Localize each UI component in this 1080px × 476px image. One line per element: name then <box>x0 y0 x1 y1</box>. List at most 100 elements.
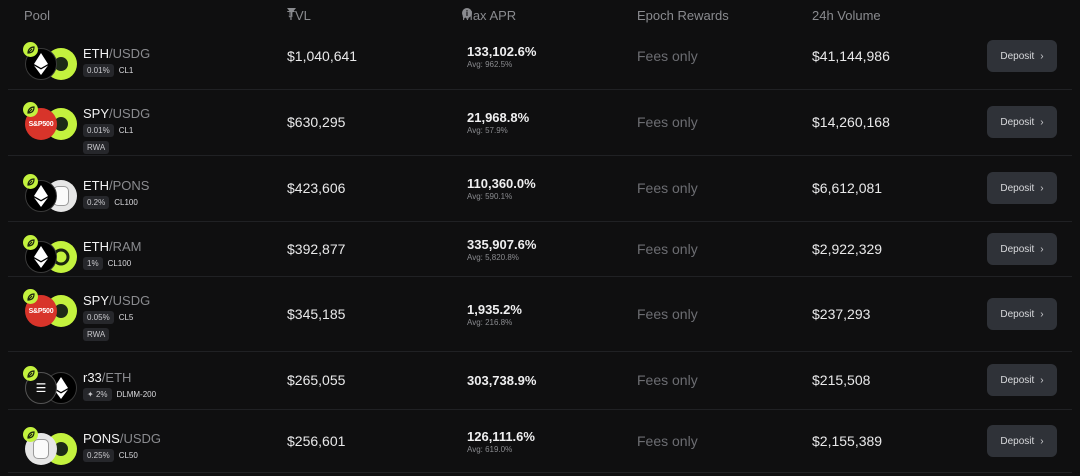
max-apr-value: 21,968.8% <box>467 110 530 125</box>
quote-token-symbol: USDG <box>123 431 162 446</box>
pool-type-badge: CL1 <box>118 66 134 75</box>
pool-type-badge: CL100 <box>114 198 138 207</box>
chevron-right-icon: › <box>1040 116 1044 128</box>
pool-pair-name[interactable]: SPY/USDG <box>83 106 150 121</box>
sparkle-icon: ✦ <box>87 390 94 399</box>
epoch-rewards-value: Fees only <box>637 433 698 449</box>
deposit-button[interactable]: Deposit › <box>987 106 1057 138</box>
volume-24h-value: $237,293 <box>812 306 871 322</box>
info-icon[interactable]: i <box>462 8 472 18</box>
volume-24h-value: $14,260,168 <box>812 114 890 130</box>
tvl-value: $345,185 <box>287 306 346 322</box>
pair-separator: / <box>109 239 113 254</box>
max-apr-value: 1,935.2% <box>467 302 522 317</box>
epoch-rewards-value: Fees only <box>637 48 698 64</box>
pool-row[interactable]: S&P500 SPY/USDG 0.05% CL5 RWA $345,185 1,935.2… <box>8 277 1072 352</box>
deposit-button-label: Deposit <box>1000 374 1035 386</box>
epoch-rewards-value: Fees only <box>637 241 698 257</box>
volume-24h-value: $2,922,329 <box>812 241 883 257</box>
avg-apr-value: Avg: 962.5% <box>467 60 513 69</box>
chevron-right-icon: › <box>1040 50 1044 62</box>
pool-token-icons: ☰ <box>23 366 85 406</box>
volume-24h-value: $215,508 <box>812 372 871 388</box>
fee-tier-badge: 0.2% <box>83 196 110 209</box>
epoch-rewards-value: Fees only <box>637 306 698 322</box>
pool-row[interactable]: ☰ r33/ETH ✦ 2% DLMM-200 $265,055 303,738.9% Fe… <box>8 352 1072 410</box>
volume-24h-value: $6,612,081 <box>812 180 883 196</box>
chevron-right-icon: › <box>1040 182 1044 194</box>
quote-token-symbol: USDG <box>112 46 151 61</box>
deposit-button-label: Deposit <box>1000 116 1035 128</box>
pons-token-icon <box>25 433 57 465</box>
pool-pair-name[interactable]: r33/ETH <box>83 370 131 385</box>
tvl-value: $423,606 <box>287 180 346 196</box>
leaf-icon <box>23 289 38 304</box>
max-apr-value: 110,360.0% <box>467 176 536 191</box>
pool-pair-name[interactable]: ETH/PONS <box>83 178 149 193</box>
pons-token-icon <box>45 180 77 212</box>
fee-tier-badge: 1% <box>83 257 103 270</box>
pool-row[interactable]: ETH/RAM 1% CL100 $392,877 335,907.6% Avg: 5,8… <box>8 222 1072 277</box>
rwa-badge: RWA <box>83 328 110 341</box>
fee-tier-badge: 0.01% <box>83 124 114 137</box>
leaf-icon <box>23 366 38 381</box>
deposit-button[interactable]: Deposit › <box>987 425 1057 457</box>
deposit-button[interactable]: Deposit › <box>987 298 1057 330</box>
quote-token-symbol: RAM <box>112 239 142 254</box>
sort-descending-icon[interactable]: ↓ <box>287 8 293 20</box>
tvl-value: $265,055 <box>287 372 346 388</box>
pool-badges: ✦ 2% DLMM-200 <box>83 388 157 401</box>
quote-token-symbol: USDG <box>112 293 151 308</box>
pool-pair-name[interactable]: ETH/RAM <box>83 239 142 254</box>
base-token-symbol: ETH <box>83 239 109 254</box>
filter-icon[interactable] <box>287 8 296 17</box>
base-token-symbol: ETH <box>83 178 109 193</box>
avg-apr-value: Avg: 590.1% <box>467 192 513 201</box>
deposit-button-label: Deposit <box>1000 182 1035 194</box>
eth-token-icon <box>25 48 57 80</box>
pool-pair-name[interactable]: SPY/USDG <box>83 293 150 308</box>
pool-badges: 0.01% CL1 <box>83 64 134 77</box>
pool-type-badge: DLMM-200 <box>116 390 157 399</box>
pool-token-icons: S&P500 <box>23 289 85 329</box>
pool-token-icons <box>23 42 85 82</box>
pool-type-badge: CL100 <box>107 259 132 268</box>
deposit-button[interactable]: Deposit › <box>987 364 1057 396</box>
deposit-button-label: Deposit <box>1000 50 1035 62</box>
deposit-button[interactable]: Deposit › <box>987 233 1057 265</box>
avg-apr-value: Avg: 57.9% <box>467 126 508 135</box>
pair-separator: / <box>109 178 113 193</box>
tvl-value: $392,877 <box>287 241 346 257</box>
pair-separator: / <box>109 293 113 308</box>
epoch-rewards-value: Fees only <box>637 372 698 388</box>
table-header: Pool TVL ↓ Max APR ⇄ i Epoch Rewards 24h… <box>24 8 881 23</box>
deposit-button[interactable]: Deposit › <box>987 172 1057 204</box>
pool-token-icons: S&P500 <box>23 102 85 142</box>
volume-24h-value: $41,144,986 <box>812 48 890 64</box>
pool-token-icons <box>23 235 85 275</box>
chevron-right-icon: › <box>1040 243 1044 255</box>
epoch-rewards-value: Fees only <box>637 180 698 196</box>
max-apr-value: 303,738.9% <box>467 373 537 388</box>
epoch-rewards-value: Fees only <box>637 114 698 130</box>
pool-row[interactable]: S&P500 SPY/USDG 0.01% CL1 RWA $630,295 21,968.… <box>8 90 1072 156</box>
fee-tier-badge: 0.25% <box>83 449 114 462</box>
pair-separator: / <box>109 106 113 121</box>
base-token-symbol: SPY <box>83 106 110 121</box>
chevron-right-icon: › <box>1040 374 1044 386</box>
base-token-symbol: PONS <box>83 431 120 446</box>
pool-badges: 0.2% CL100 <box>83 196 139 209</box>
pool-row[interactable]: PONS/USDG 0.25% CL50 $256,601 126,111.6% Avg:… <box>8 410 1072 473</box>
pool-badges: 0.05% CL5 <box>83 311 134 324</box>
pool-pair-name[interactable]: PONS/USDG <box>83 431 161 446</box>
base-token-symbol: ETH <box>83 46 109 61</box>
fee-tier-badge: 0.01% <box>83 64 114 77</box>
pool-pair-name[interactable]: ETH/USDG <box>83 46 150 61</box>
deposit-button[interactable]: Deposit › <box>987 40 1057 72</box>
pool-token-icons <box>23 174 85 214</box>
leaf-icon <box>23 42 38 57</box>
quote-token-symbol: ETH <box>105 370 132 385</box>
pair-separator: / <box>119 431 124 446</box>
pool-row[interactable]: ETH/PONS 0.2% CL100 $423,606 110,360.0% Avg: … <box>8 156 1072 222</box>
pool-row[interactable]: ETH/USDG 0.01% CL1 $1,040,641 133,102.6% Avg:… <box>8 24 1072 90</box>
